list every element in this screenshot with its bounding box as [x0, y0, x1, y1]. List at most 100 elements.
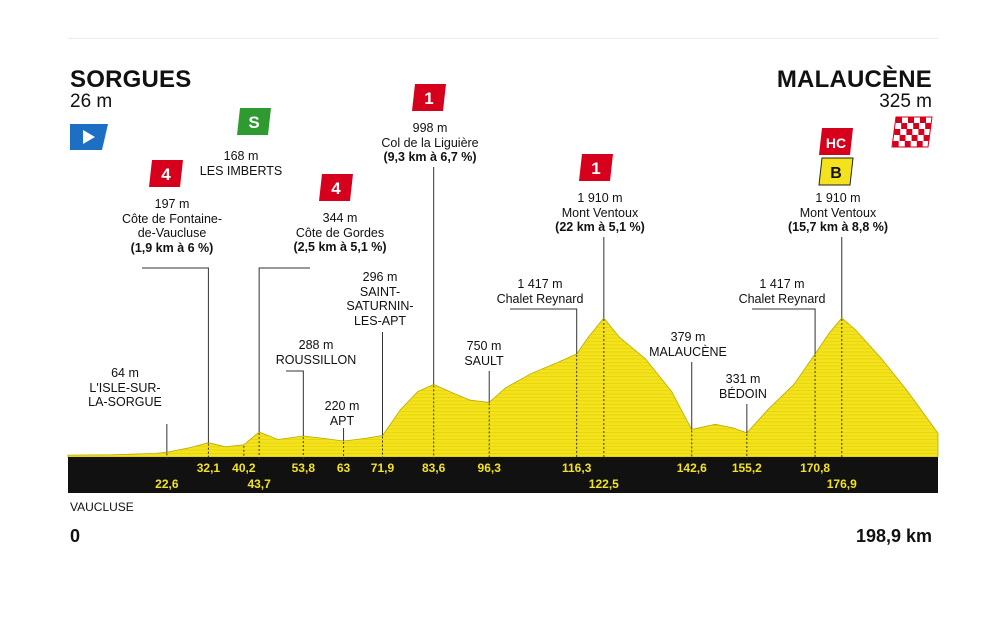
start-flag-icon: [70, 124, 108, 150]
start-town: SORGUES: [70, 66, 192, 93]
annotation-line: L'ISLE-SUR-: [89, 380, 161, 395]
km-marker: 122,5: [588, 477, 619, 491]
annotation-line: (2,5 km à 5,1 %): [293, 240, 387, 254]
badge-text: S: [248, 113, 259, 132]
annotation-line: Chalet Reynard: [738, 291, 826, 306]
annotation-line: MALAUCÈNE: [649, 344, 727, 359]
km-marker: 53,8: [291, 461, 315, 475]
annotation-label: 331 m BÉDOIN: [719, 372, 767, 401]
km-marker: 155,2: [731, 461, 762, 475]
annotation-line: (15,7 km à 8,8 %): [787, 220, 889, 234]
km-marker: 22,6: [155, 477, 179, 491]
annotation-line: Mont Ventoux: [561, 205, 639, 220]
annotation-line: ROUSSILLON: [275, 352, 357, 367]
start-altitude: 26 m: [70, 91, 113, 112]
km-marker: 71,9: [370, 461, 395, 475]
finish-altitude: 325 m: [879, 91, 932, 112]
annotation-line: de-Vaucluse: [137, 226, 207, 240]
bonus-badge: B: [818, 157, 854, 186]
km-marker: 176,9: [826, 477, 857, 491]
annotation-line: SAULT: [464, 353, 504, 368]
annotation-line: Chalet Reynard: [496, 291, 584, 306]
finish-flag-icon: [891, 116, 933, 148]
annotation-line: 64 m: [111, 366, 139, 380]
leader-line: [258, 267, 310, 432]
km-marker: 43,7: [247, 477, 271, 491]
annotation-line: Côte de Gordes: [295, 225, 385, 240]
badge-text: HC: [826, 135, 846, 151]
annotation-line: BÉDOIN: [719, 386, 767, 401]
km-marker: 32,1: [196, 461, 221, 475]
climb-category-badge: 1: [579, 154, 613, 181]
km-marker: 96,3: [477, 461, 501, 475]
annotation-line: SATURNIN-: [346, 299, 414, 313]
annotation-label: 64 m L'ISLE-SUR- LA-SORGUE: [88, 366, 162, 410]
annotation-line: (1,9 km à 6 %): [130, 240, 214, 255]
annotation-label: 288 m ROUSSILLON: [276, 338, 357, 367]
km-marker: 40,2: [232, 461, 256, 475]
badge-text: 4: [161, 165, 171, 184]
annotation-line: SAINT-: [359, 284, 401, 299]
annotation-line: (22 km à 5,1 %): [555, 220, 645, 234]
climb-category-badge: 4: [149, 160, 183, 187]
badge-text: 1: [591, 159, 600, 178]
annotation-line: 1 417 m: [517, 277, 563, 291]
badge-text: 1: [424, 89, 433, 108]
annotation-line: LES IMBERTS: [199, 163, 283, 178]
finish-town: MALAUCÈNE: [776, 66, 932, 93]
sprint-badge: S: [237, 108, 271, 135]
annotation-label: 220 m APT: [325, 399, 360, 428]
annotation-line: Côte de Fontaine-: [121, 211, 223, 226]
bonus-badge-text: B: [830, 165, 842, 182]
annotation-line: 1 417 m: [759, 277, 805, 291]
annotation-label: 296 m SAINT- SATURNIN- LES-APT: [346, 270, 413, 328]
climb-category-badge: 4: [319, 174, 353, 201]
department-label: VAUCLUSE: [70, 500, 134, 514]
km-marker: 116,3: [562, 461, 592, 475]
annotation-line: 197 m: [154, 197, 190, 211]
km-marker: 63: [336, 461, 351, 475]
badge-text: 4: [331, 179, 341, 198]
annotation-line: 1 910 m: [577, 191, 623, 205]
annotation-line: 344 m: [322, 211, 358, 225]
distance-start: 0: [70, 526, 81, 546]
annotation-label: 379 m MALAUCÈNE: [649, 330, 727, 359]
leader-line: [286, 370, 304, 437]
annotation-line: 168 m: [223, 149, 259, 163]
annotation-label: 1 417 m Chalet Reynard: [497, 277, 584, 306]
annotation-line: LES-APT: [353, 313, 407, 328]
annotation-line: LA-SORGUE: [88, 395, 162, 409]
km-marker: 142,6: [676, 461, 707, 475]
annotation-line: APT: [329, 413, 355, 428]
annotation-line: 220 m: [324, 399, 360, 413]
annotation-label: 197 m Côte de Fontaine-de-Vaucluse (1,9 km…: [122, 197, 222, 255]
km-marker: 170,8: [800, 461, 831, 475]
annotation-line: Mont Ventoux: [799, 205, 877, 220]
climb-category-badge: 1: [412, 84, 446, 111]
annotation-line: 331 m: [725, 372, 761, 386]
annotation-label: 168 m LES IMBERTS: [200, 149, 282, 178]
annotation-label: 1 910 m Mont Ventoux (22 km à 5,1 %): [555, 191, 645, 235]
annotation-label: 1 910 m Mont Ventoux (15,7 km à 8,8 %): [788, 191, 888, 235]
distance-total: 198,9 km: [855, 526, 932, 546]
annotation-line: 998 m: [412, 121, 448, 135]
annotation-line: 1 910 m: [815, 191, 861, 205]
km-marker: 83,6: [421, 461, 446, 475]
annotation-line: 750 m: [466, 339, 502, 353]
annotation-line: Col de la Liguière: [381, 135, 479, 150]
annotation-label: 998 m Col de la Liguière (9,3 km à 6,7 %): [381, 121, 478, 165]
annotation-line: 379 m: [670, 330, 706, 344]
annotation-label: 344 m Côte de Gordes (2,5 km à 5,1 %): [293, 211, 386, 255]
climb-category-badge: HC: [819, 128, 853, 155]
annotation-label: 1 417 m Chalet Reynard: [739, 277, 826, 306]
annotation-label: 750 m SAULT: [464, 339, 503, 368]
top-rule: [68, 38, 938, 39]
km-band: [68, 457, 938, 493]
leader-line: [142, 267, 209, 443]
annotation-line: 288 m: [298, 338, 334, 352]
annotation-line: 296 m: [362, 270, 398, 284]
leader-line: [752, 308, 816, 354]
annotation-line: (9,3 km à 6,7 %): [383, 150, 477, 164]
